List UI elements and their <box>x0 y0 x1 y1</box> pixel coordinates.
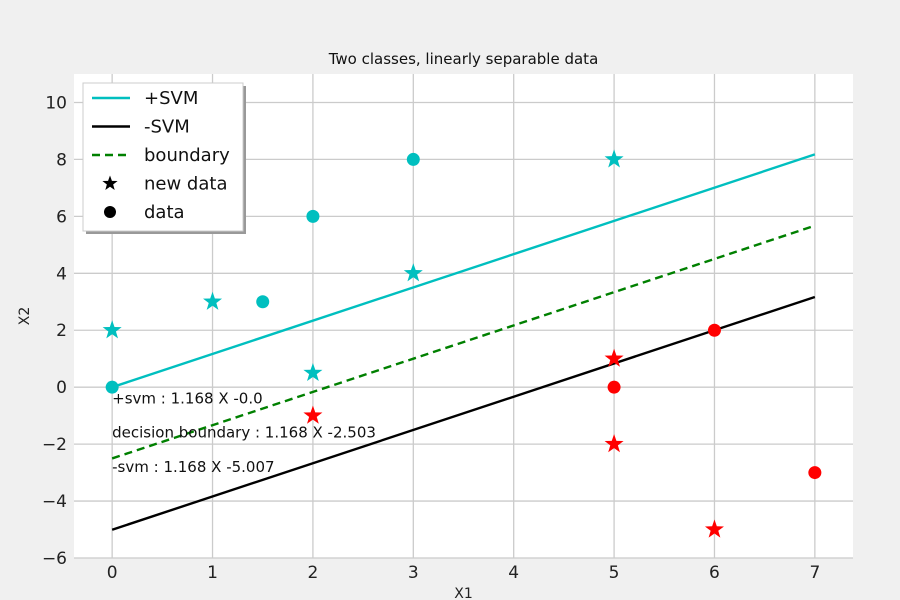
new-data-point <box>403 263 423 282</box>
data-point <box>707 323 721 337</box>
new-data-point <box>704 519 724 538</box>
x-tick-label: 5 <box>609 563 620 583</box>
x-tick-label: 0 <box>107 563 118 583</box>
y-tick-label: −4 <box>42 492 67 512</box>
svm-lines <box>111 153 816 531</box>
y-tick-label: 4 <box>56 264 67 284</box>
y-tick-label: −6 <box>42 549 67 569</box>
annotation: decision boundary : 1.168 X -2.503 <box>112 424 376 442</box>
y-tick-label: 10 <box>45 93 67 113</box>
x-tick-label: 3 <box>408 563 419 583</box>
y-tick-labels: −6 −4 −2 0 2 4 6 8 10 <box>42 93 67 569</box>
y-tick-label: 0 <box>56 378 67 398</box>
data-point <box>306 209 320 223</box>
data-points <box>102 149 822 538</box>
x-tick-label: 2 <box>308 563 319 583</box>
legend-circle-swatch <box>104 206 116 218</box>
data-point <box>105 380 119 394</box>
y-tick-label: −2 <box>42 435 67 455</box>
y-axis-label: X2 <box>17 307 33 326</box>
new-data-point <box>303 362 323 382</box>
x-tick-label: 4 <box>508 563 519 583</box>
annotations: +svm : 1.168 X -0.0 decision boundary : 1… <box>112 390 376 476</box>
legend-label: boundary <box>144 145 230 166</box>
legend-label: -SVM <box>144 117 190 138</box>
new-data-point <box>604 434 624 453</box>
new-data-point <box>604 149 624 168</box>
new-data-point <box>303 405 323 424</box>
chart-title: Two classes, linearly separable data <box>328 50 599 68</box>
x-axis-label: X1 <box>454 586 473 600</box>
legend-label: new data <box>144 174 227 195</box>
svm-line <box>111 295 816 531</box>
x-tick-label: 1 <box>207 563 218 583</box>
y-tick-label: 8 <box>56 150 67 170</box>
x-tick-labels: 0 1 2 3 4 5 6 7 <box>107 563 821 583</box>
annotation: -svm : 1.168 X -5.007 <box>112 458 274 476</box>
data-point <box>256 295 270 309</box>
new-data-point <box>102 320 122 339</box>
x-tick-label: 6 <box>709 563 720 583</box>
data-point <box>406 152 420 166</box>
data-point <box>808 466 822 480</box>
svm-line <box>111 224 816 460</box>
new-data-point <box>203 291 223 310</box>
y-tick-label: 2 <box>56 321 67 341</box>
legend-label: +SVM <box>144 88 198 109</box>
data-point <box>607 380 621 394</box>
svm-line <box>111 153 816 389</box>
new-data-point <box>604 348 624 367</box>
y-tick-label: 6 <box>56 207 67 227</box>
legend-star-swatch <box>102 175 118 190</box>
legend: +SVM -SVM boundary new data data <box>82 82 246 234</box>
x-tick-label: 7 <box>809 563 820 583</box>
legend-label: data <box>144 202 185 223</box>
annotation: +svm : 1.168 X -0.0 <box>112 390 262 408</box>
